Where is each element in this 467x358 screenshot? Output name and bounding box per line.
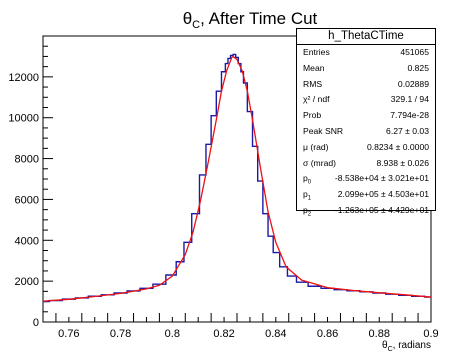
stats-value: 0.02889 bbox=[397, 78, 429, 89]
stats-label: RMS bbox=[303, 78, 323, 89]
stats-row: p1 2.099e+05 ± 4.503e+01 bbox=[297, 187, 435, 203]
stats-value: 6.27 ± 0.03 bbox=[386, 125, 429, 136]
x-tick-label: 0.84 bbox=[265, 328, 286, 340]
stats-row: χ² / ndf 329.1 / 94 bbox=[297, 92, 435, 108]
stats-value: 0.825 bbox=[407, 62, 429, 73]
stats-value: -8.538e+04 ± 3.021e+01 bbox=[334, 173, 429, 184]
stats-row: Peak SNR 6.27 ± 0.03 bbox=[297, 124, 435, 140]
stats-row: Prob 7.794e-28 bbox=[297, 108, 435, 124]
x-axis: 0.76 0.78 0.8 0.82 0.84 0.86 0.88 0.9 bbox=[42, 313, 439, 340]
stats-value: 8.938 ± 0.026 bbox=[376, 157, 429, 168]
y-tick-label: 8000 bbox=[15, 154, 39, 166]
stats-row: p0 -8.538e+04 ± 3.021e+01 bbox=[297, 171, 435, 187]
stats-label: μ (rad) bbox=[303, 141, 329, 152]
y-tick-label: 4000 bbox=[15, 235, 39, 247]
fit-curve bbox=[42, 55, 432, 302]
y-tick-label: 10000 bbox=[8, 113, 39, 125]
y-tick-label: 2000 bbox=[15, 276, 39, 288]
stats-row: μ (rad) 0.8234 ± 0.0000 bbox=[297, 140, 435, 156]
stats-row: Mean 0.825 bbox=[297, 61, 435, 77]
stats-label: Mean bbox=[303, 62, 325, 73]
series-layer bbox=[42, 53, 432, 303]
y-tick-label: 0 bbox=[33, 317, 39, 329]
y-tick-label: 6000 bbox=[15, 194, 39, 206]
stats-label: p0 bbox=[303, 173, 312, 187]
stats-row: RMS 0.02889 bbox=[297, 77, 435, 93]
x-tick-label: 0.88 bbox=[369, 328, 390, 340]
stats-value: -1.263e+05 ± 4.429e+01 bbox=[334, 204, 429, 215]
stats-label: χ² / ndf bbox=[303, 94, 330, 105]
stats-title: h_ThetaCTime bbox=[297, 29, 435, 45]
x-tick-label: 0.9 bbox=[423, 328, 438, 340]
chart-title: θC, After Time Cut bbox=[183, 9, 318, 31]
x-tick-label: 0.76 bbox=[58, 328, 79, 340]
stats-rows: Entries 451065 Mean 0.825 RMS 0.02889 χ² / ndf… bbox=[297, 45, 435, 219]
stats-label: Prob bbox=[303, 110, 322, 121]
stats-label: p2 bbox=[303, 204, 312, 218]
stats-box: h_ThetaCTime Entries 451065 Mean 0.825 RMS 0.… bbox=[296, 28, 436, 218]
y-axis: 0 2000 4000 6000 8000 10000 12000 bbox=[8, 35, 53, 329]
stats-value: 329.1 / 94 bbox=[390, 94, 429, 105]
stats-row: Entries 451065 bbox=[297, 45, 435, 61]
stats-row: p2 -1.263e+05 ± 4.429e+01 bbox=[297, 203, 435, 219]
x-tick-label: 0.82 bbox=[213, 328, 234, 340]
y-tick-label: 12000 bbox=[8, 72, 39, 84]
stats-label: Entries bbox=[303, 47, 330, 57]
stats-value: 0.8234 ± 0.0000 bbox=[366, 141, 429, 152]
stats-row: σ (mrad) 8.938 ± 0.026 bbox=[297, 156, 435, 172]
stats-label: σ (mrad) bbox=[303, 157, 336, 168]
x-axis-label: θC, radians bbox=[382, 340, 431, 353]
x-tick-label: 0.8 bbox=[165, 328, 180, 340]
stats-value: 451065 bbox=[400, 47, 429, 57]
stats-value: 7.794e-28 bbox=[390, 110, 429, 121]
stats-value: 2.099e+05 ± 4.503e+01 bbox=[337, 189, 429, 200]
stats-label: Peak SNR bbox=[303, 125, 344, 136]
x-tick-label: 0.86 bbox=[317, 328, 338, 340]
x-tick-label: 0.78 bbox=[110, 328, 131, 340]
stats-label: p1 bbox=[303, 189, 312, 202]
